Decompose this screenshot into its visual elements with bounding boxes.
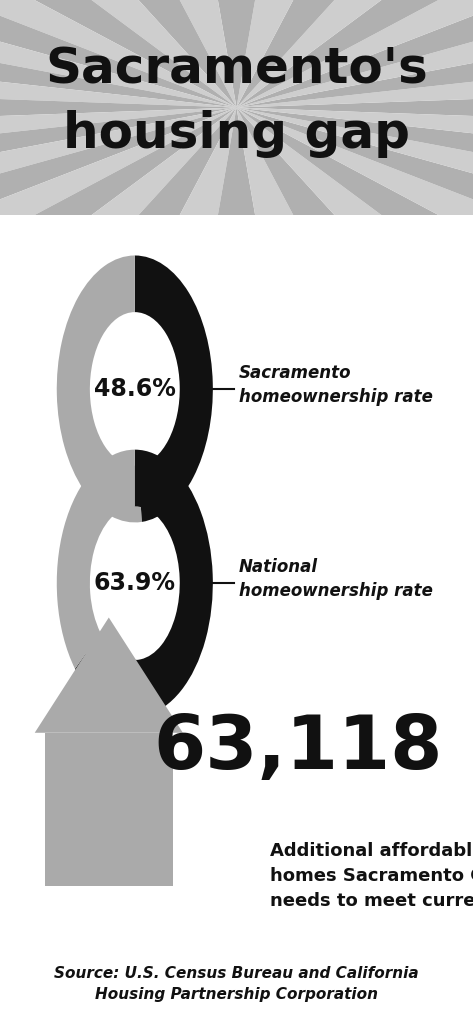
Polygon shape xyxy=(98,108,236,376)
Wedge shape xyxy=(57,450,135,669)
Polygon shape xyxy=(236,108,473,312)
Text: National
homeownership rate: National homeownership rate xyxy=(239,558,433,600)
Polygon shape xyxy=(0,108,236,170)
Polygon shape xyxy=(236,5,473,108)
Polygon shape xyxy=(0,5,236,108)
Polygon shape xyxy=(236,86,473,129)
Polygon shape xyxy=(236,0,463,108)
Wedge shape xyxy=(135,255,213,522)
Wedge shape xyxy=(75,450,213,717)
Text: 63.9%: 63.9% xyxy=(94,571,176,595)
Polygon shape xyxy=(0,108,236,312)
Polygon shape xyxy=(236,108,375,376)
Polygon shape xyxy=(236,0,473,108)
Polygon shape xyxy=(10,108,236,369)
Polygon shape xyxy=(236,0,473,108)
Wedge shape xyxy=(57,255,141,522)
Polygon shape xyxy=(236,0,473,108)
Polygon shape xyxy=(0,0,236,108)
Polygon shape xyxy=(190,0,283,108)
Polygon shape xyxy=(0,108,236,356)
Polygon shape xyxy=(0,0,236,108)
Bar xyxy=(45,733,173,887)
Polygon shape xyxy=(236,108,473,248)
Polygon shape xyxy=(0,45,236,108)
Polygon shape xyxy=(236,108,473,356)
Polygon shape xyxy=(236,108,473,282)
Polygon shape xyxy=(236,108,473,210)
Polygon shape xyxy=(0,108,236,337)
Polygon shape xyxy=(98,0,236,108)
Polygon shape xyxy=(0,108,236,210)
Polygon shape xyxy=(236,45,473,108)
Polygon shape xyxy=(190,108,283,376)
Polygon shape xyxy=(236,108,473,170)
Polygon shape xyxy=(0,108,236,282)
Text: Additional affordable rental
homes Sacramento County
needs to meet current deman: Additional affordable rental homes Sacra… xyxy=(270,842,473,910)
Text: 48.6%: 48.6% xyxy=(94,377,176,401)
Polygon shape xyxy=(0,0,236,108)
Text: Source: U.S. Census Bureau and California
Housing Partnership Corporation: Source: U.S. Census Bureau and Californi… xyxy=(54,966,419,1001)
Polygon shape xyxy=(236,0,473,108)
Text: Sacramento
homeownership rate: Sacramento homeownership rate xyxy=(239,364,433,407)
Bar xyxy=(86,641,103,689)
Polygon shape xyxy=(236,0,375,108)
Polygon shape xyxy=(10,0,236,108)
Polygon shape xyxy=(0,0,236,108)
Polygon shape xyxy=(0,86,236,129)
Polygon shape xyxy=(0,108,236,248)
Text: housing gap: housing gap xyxy=(63,111,410,159)
Polygon shape xyxy=(236,108,463,369)
Text: 63,118: 63,118 xyxy=(153,713,443,785)
Polygon shape xyxy=(236,0,473,108)
Text: Sacramento's: Sacramento's xyxy=(45,46,428,94)
Polygon shape xyxy=(236,108,473,337)
Polygon shape xyxy=(0,0,236,108)
Polygon shape xyxy=(35,617,183,733)
